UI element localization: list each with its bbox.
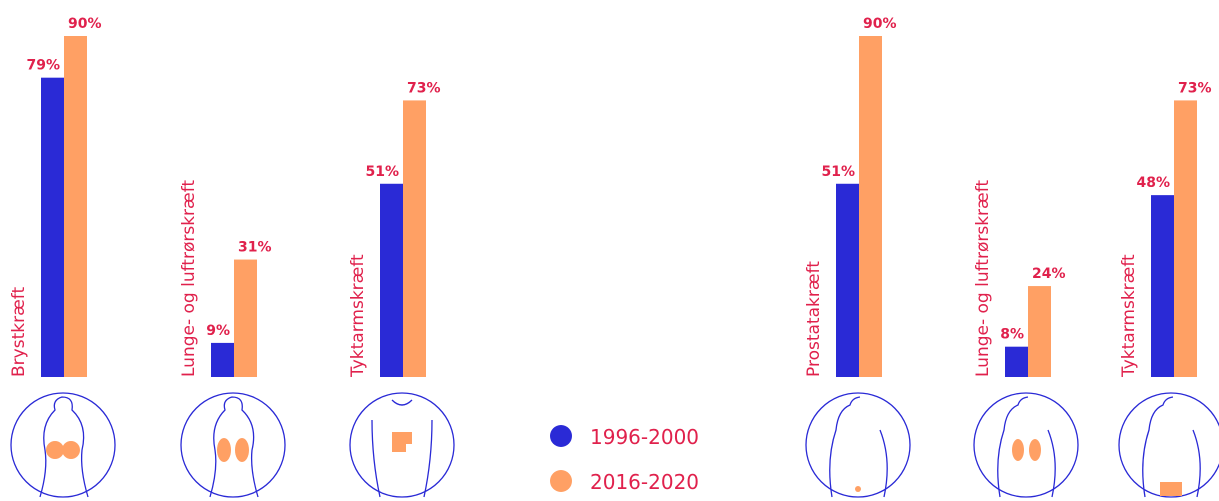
- bar: [1005, 347, 1028, 377]
- bar: [403, 100, 426, 377]
- value-label: 73%: [407, 80, 441, 96]
- bar: [1151, 195, 1174, 377]
- legend-swatch: [550, 470, 572, 492]
- legend-swatch: [550, 425, 572, 447]
- legend-label: 2016-2020: [590, 470, 699, 494]
- chart: 1996-2000 2016-2020 Brystkræft 79% 90% Lung…: [0, 0, 1219, 501]
- value-label: 9%: [206, 323, 230, 339]
- bar: [1028, 286, 1051, 377]
- bar: [836, 184, 859, 377]
- value-label: 90%: [863, 16, 897, 32]
- value-label: 51%: [365, 164, 399, 180]
- category-label: Lunge- og luftrørskræft: [973, 180, 993, 377]
- category-label: Tyktarmskræft: [348, 254, 368, 378]
- value-label: 79%: [26, 58, 60, 74]
- bar: [1174, 100, 1197, 377]
- bar: [64, 36, 87, 377]
- value-label: 51%: [821, 164, 855, 180]
- bar: [211, 343, 234, 377]
- legend-label: 1996-2000: [590, 425, 699, 449]
- bar: [41, 78, 64, 377]
- legend: 1996-2000 2016-2020: [550, 425, 699, 494]
- category-label: Brystkræft: [9, 287, 29, 377]
- bar: [234, 260, 257, 377]
- value-label: 73%: [1178, 80, 1212, 96]
- category-label: Prostatakræft: [804, 261, 824, 377]
- category-label: Tyktarmskræft: [1119, 254, 1139, 378]
- value-label: 8%: [1000, 327, 1024, 343]
- value-label: 90%: [68, 16, 102, 32]
- value-label: 31%: [238, 240, 272, 256]
- bar: [859, 36, 882, 377]
- value-label: 24%: [1032, 266, 1066, 282]
- category-label: Lunge- og luftrørskræft: [179, 180, 199, 377]
- bar: [380, 184, 403, 377]
- value-label: 48%: [1136, 175, 1170, 191]
